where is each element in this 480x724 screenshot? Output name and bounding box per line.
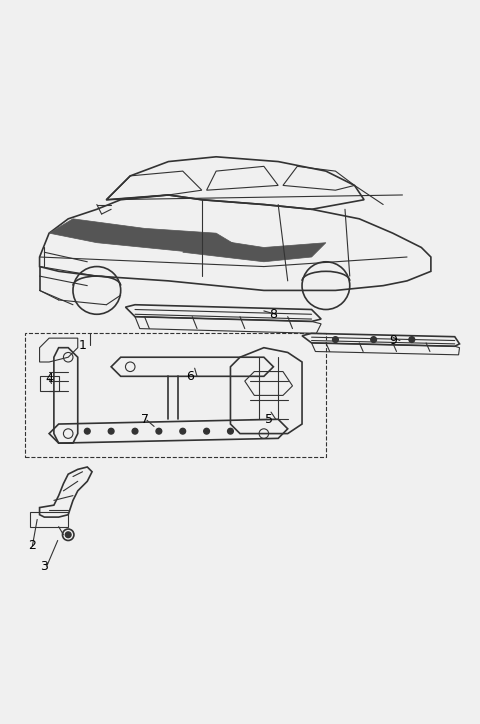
- Circle shape: [409, 337, 415, 342]
- Text: 9: 9: [389, 334, 396, 347]
- Text: 5: 5: [264, 413, 273, 426]
- Text: 7: 7: [141, 413, 148, 426]
- Circle shape: [108, 429, 114, 434]
- Circle shape: [84, 429, 90, 434]
- Polygon shape: [183, 238, 326, 262]
- Circle shape: [228, 429, 233, 434]
- Circle shape: [333, 337, 338, 342]
- Circle shape: [371, 337, 376, 342]
- Text: 8: 8: [269, 308, 277, 321]
- Text: 3: 3: [40, 560, 48, 573]
- Circle shape: [65, 532, 71, 538]
- Circle shape: [204, 429, 209, 434]
- Polygon shape: [49, 219, 240, 252]
- Circle shape: [132, 429, 138, 434]
- Text: 6: 6: [186, 370, 194, 383]
- Circle shape: [180, 429, 186, 434]
- Circle shape: [156, 429, 162, 434]
- Text: 2: 2: [28, 539, 36, 552]
- Text: 4: 4: [45, 372, 53, 385]
- Text: 1: 1: [79, 339, 86, 352]
